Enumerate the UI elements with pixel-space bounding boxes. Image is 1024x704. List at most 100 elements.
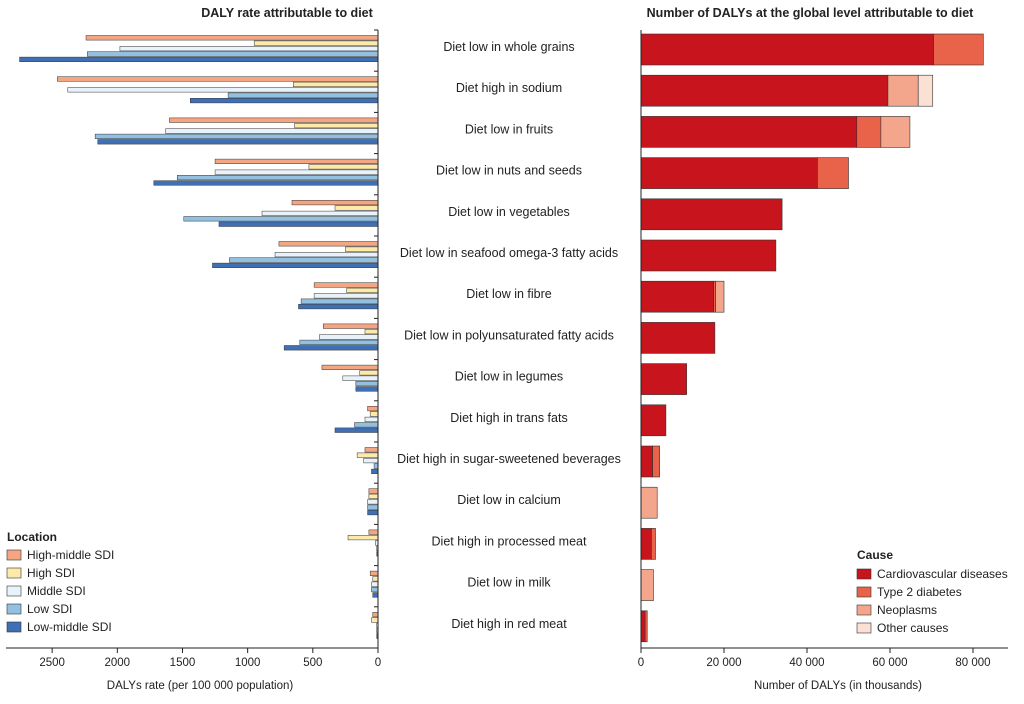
rate-bar <box>214 158 379 164</box>
rate-bar <box>364 416 379 422</box>
rate-bar <box>372 592 379 598</box>
daly-bar-segment <box>640 322 716 354</box>
right-tick-label: 20 000 <box>706 657 741 669</box>
daly-bar-segment <box>640 198 783 231</box>
rate-bar <box>371 587 379 593</box>
left-x-axis-label: DALYs rate (per 100 000 population) <box>107 680 294 692</box>
daly-bar-segment <box>651 528 656 560</box>
location-legend-swatch <box>6 549 22 561</box>
cause-legend-swatch <box>856 604 872 616</box>
rate-bar <box>299 339 379 345</box>
cause-legend-title: Cause <box>857 548 893 562</box>
rate-bar <box>313 282 379 288</box>
left-chart-title: DALY rate attributable to diet <box>201 6 373 20</box>
rate-bar <box>359 370 379 376</box>
cause-legend-swatch <box>856 586 872 598</box>
daly-bar-segment <box>640 157 818 189</box>
rate-bar <box>214 169 379 175</box>
right-tick-label: 0 <box>638 657 644 669</box>
daly-bar-segment <box>640 116 858 148</box>
rate-bar <box>278 241 379 247</box>
risk-label: Diet high in sodium <box>456 81 562 95</box>
rate-bar <box>298 304 379 310</box>
rate-bar <box>364 329 379 335</box>
risk-label: Diet low in whole grains <box>443 40 574 54</box>
daly-bar-segment <box>887 74 919 107</box>
risk-label: Diet low in seafood omega-3 fatty acids <box>400 246 618 260</box>
risk-label: Diet low in nuts and seeds <box>436 164 582 178</box>
rate-bar <box>119 46 379 52</box>
rate-bar <box>319 334 379 340</box>
left-tick-label: 2000 <box>105 657 131 669</box>
rate-bar <box>274 252 379 258</box>
daly-bar-segment <box>640 33 934 66</box>
rate-bar <box>177 175 379 181</box>
rate-bar <box>373 463 379 469</box>
daly-bar-segment <box>817 157 849 189</box>
right-tick-label: 80 000 <box>955 657 990 669</box>
rate-bar <box>300 298 379 304</box>
rate-bar <box>153 180 379 186</box>
rate-bar <box>169 117 379 123</box>
rate-bar <box>355 381 379 387</box>
risk-label: Diet low in vegetables <box>448 205 570 219</box>
rate-bar <box>342 375 379 381</box>
risk-factor-labels: Diet low in whole grains Diet high in sod… <box>397 40 621 631</box>
rate-bar <box>367 499 379 505</box>
rate-bar <box>253 40 379 46</box>
rate-bar <box>356 452 379 458</box>
daly-bar-segment <box>640 404 667 437</box>
rate-bar <box>308 164 379 170</box>
left-tick-label: 1000 <box>235 657 261 669</box>
cause-legend-label: Neoplasms <box>877 603 937 617</box>
right-tick-label: 60 000 <box>872 657 907 669</box>
daly-bar-segment <box>933 33 984 66</box>
right-tick-label: 40 000 <box>789 657 824 669</box>
daly-bar-segment <box>640 610 646 643</box>
rate-bar <box>367 504 379 510</box>
cause-legend-swatch <box>856 568 872 580</box>
location-legend-label: Middle SDI <box>27 584 86 598</box>
daly-bar-segment <box>640 486 658 519</box>
location-legend-label: Low-middle SDI <box>27 620 112 634</box>
location-legend-swatch <box>6 603 22 615</box>
rate-bar <box>212 262 379 268</box>
rate-bar <box>261 210 379 216</box>
risk-label: Diet low in milk <box>467 576 551 590</box>
cause-legend-label: Other causes <box>877 621 948 635</box>
rate-bar <box>347 535 379 541</box>
rate-bar <box>368 493 379 499</box>
rate-bar <box>294 123 379 129</box>
rate-bar <box>218 221 379 227</box>
risk-label: Diet high in processed meat <box>432 534 587 548</box>
rate-bar <box>367 510 379 516</box>
risk-label: Diet high in red meat <box>451 617 567 631</box>
risk-label: Diet low in polyunsaturated fatty acids <box>404 328 614 342</box>
daly-bar-segment <box>640 528 652 560</box>
rate-bar <box>368 488 379 494</box>
risk-label: Diet high in sugar-sweetened beverages <box>397 452 621 466</box>
rate-bar <box>283 345 379 351</box>
daly-bar-segment <box>880 116 911 148</box>
daly-bar-segment <box>715 280 725 313</box>
rate-bar <box>371 617 379 623</box>
daly-bar-segment <box>652 445 660 478</box>
daly-bar-segment <box>856 116 882 148</box>
rate-bar <box>367 406 379 412</box>
rate-bar <box>291 200 379 206</box>
daly-bar-segment <box>640 239 777 272</box>
daly-bar-segment <box>640 74 889 107</box>
risk-label: Diet low in calcium <box>457 493 561 507</box>
rate-bar <box>369 570 379 576</box>
right-x-axis-label: Number of DALYs (in thousands) <box>754 680 922 692</box>
risk-label: Diet low in fruits <box>465 122 553 136</box>
left-tick-label: 500 <box>303 657 322 669</box>
daly-bar-segment <box>917 74 934 107</box>
location-legend-label: High-middle SDI <box>27 548 114 562</box>
rate-bar <box>165 128 379 134</box>
rate-bar <box>369 411 379 417</box>
rate-bar <box>355 386 379 392</box>
rate-bar <box>372 576 379 582</box>
rate-bar <box>19 56 379 62</box>
cause-legend-label: Type 2 diabetes <box>877 585 962 599</box>
